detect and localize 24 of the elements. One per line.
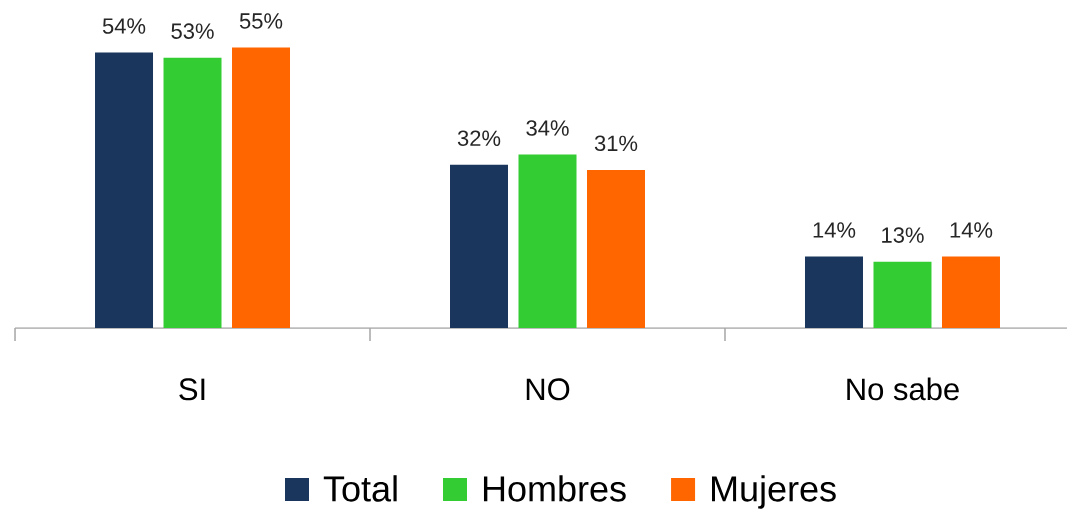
bar (873, 261, 932, 328)
bar (941, 256, 1000, 328)
bar (163, 57, 222, 328)
bar (587, 169, 645, 328)
data-label: 31% (594, 135, 638, 152)
data-label: 32% (457, 130, 501, 147)
legend-label: Total (323, 475, 397, 502)
x-tick-label: NO (526, 378, 570, 401)
bar (804, 256, 863, 328)
data-label: 54% (102, 18, 146, 34)
bar (95, 52, 154, 328)
data-label: 34% (526, 120, 569, 136)
x-tick-label: No sabe (847, 377, 959, 401)
bar (518, 154, 577, 328)
x-tick-label: SI (179, 378, 205, 401)
legend-label: Mujeres (712, 475, 836, 509)
bar (232, 47, 291, 328)
data-label: 55% (239, 13, 283, 29)
data-label: 13% (882, 227, 924, 243)
data-label: 14% (813, 222, 856, 238)
data-label: 53% (171, 23, 214, 39)
data-label: 14% (950, 222, 993, 238)
bar (450, 164, 508, 328)
legend-label: Hombres (483, 475, 626, 502)
